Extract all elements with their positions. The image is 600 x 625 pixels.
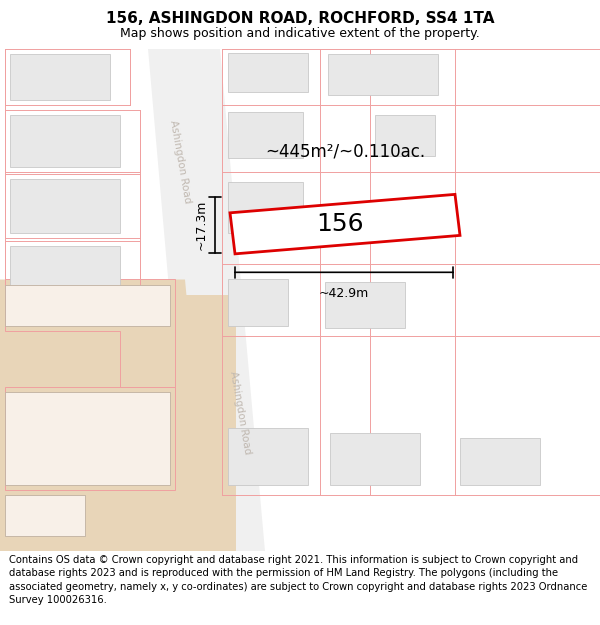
Bar — [5, 392, 170, 484]
Bar — [228, 53, 308, 92]
Bar — [5, 495, 85, 536]
Bar — [10, 54, 110, 100]
Bar — [5, 284, 170, 326]
Bar — [228, 112, 303, 159]
Bar — [325, 281, 405, 328]
Text: ~445m²/~0.110ac.: ~445m²/~0.110ac. — [265, 142, 425, 160]
Text: 156, ASHINGDON ROAD, ROCHFORD, SS4 1TA: 156, ASHINGDON ROAD, ROCHFORD, SS4 1TA — [106, 11, 494, 26]
Bar — [375, 116, 435, 156]
Text: ~42.9m: ~42.9m — [319, 287, 369, 299]
Bar — [10, 246, 120, 305]
Polygon shape — [148, 49, 265, 551]
Text: 156: 156 — [316, 212, 364, 236]
Polygon shape — [230, 194, 460, 254]
Bar — [10, 116, 120, 167]
Bar — [228, 428, 308, 484]
Bar — [330, 433, 420, 484]
Bar — [228, 279, 288, 326]
Text: Ashingdon Road: Ashingdon Road — [228, 371, 252, 455]
Text: ~17.3m: ~17.3m — [195, 200, 208, 251]
Bar — [10, 179, 120, 233]
Bar — [460, 439, 540, 484]
Text: Ashingdon Road: Ashingdon Road — [168, 119, 192, 204]
Text: Map shows position and indicative extent of the property.: Map shows position and indicative extent… — [120, 27, 480, 40]
Text: Contains OS data © Crown copyright and database right 2021. This information is : Contains OS data © Crown copyright and d… — [9, 554, 587, 606]
Polygon shape — [0, 279, 210, 551]
Bar — [228, 182, 303, 233]
Polygon shape — [0, 295, 236, 551]
Bar — [328, 54, 438, 95]
